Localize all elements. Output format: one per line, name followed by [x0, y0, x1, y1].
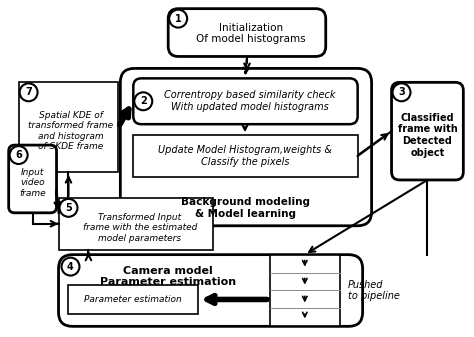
Circle shape	[62, 257, 80, 276]
FancyBboxPatch shape	[392, 82, 463, 180]
Text: 2: 2	[140, 96, 146, 106]
Circle shape	[134, 92, 152, 110]
Text: 5: 5	[65, 203, 72, 213]
Text: Camera model
Parameter estimation: Camera model Parameter estimation	[100, 266, 236, 287]
Text: Correntropy based similarity check
With updated model histograms: Correntropy based similarity check With …	[164, 90, 335, 112]
Circle shape	[392, 83, 410, 101]
Bar	[58, 198, 213, 250]
FancyBboxPatch shape	[168, 9, 326, 57]
Bar	[69, 284, 198, 314]
FancyBboxPatch shape	[9, 145, 56, 213]
Bar	[270, 255, 340, 326]
Bar	[18, 82, 118, 172]
Text: 1: 1	[175, 13, 182, 24]
FancyBboxPatch shape	[58, 255, 363, 326]
Text: Transformed Input
frame with the estimated
model parameters: Transformed Input frame with the estimat…	[82, 213, 197, 243]
Text: 7: 7	[25, 87, 32, 97]
Text: Parameter estimation: Parameter estimation	[84, 295, 182, 304]
Text: 3: 3	[398, 87, 405, 97]
Text: Initialization
Of model histograms: Initialization Of model histograms	[196, 23, 306, 44]
Text: Classified
frame with
Detected
object: Classified frame with Detected object	[398, 113, 457, 157]
Text: 4: 4	[67, 262, 74, 272]
Circle shape	[60, 199, 77, 217]
Text: Pushed
to pipeline: Pushed to pipeline	[347, 280, 400, 301]
Text: 6: 6	[15, 150, 22, 160]
Circle shape	[9, 146, 27, 164]
FancyBboxPatch shape	[133, 79, 358, 124]
Text: Update Model Histogram,weights &
Classify the pixels: Update Model Histogram,weights & Classif…	[158, 145, 332, 167]
FancyBboxPatch shape	[120, 68, 372, 226]
Text: Background modeling
& Model learning: Background modeling & Model learning	[182, 197, 310, 219]
Text: Spatial KDE of
transformed frame
and histogram
of SKDE frame: Spatial KDE of transformed frame and his…	[28, 111, 113, 151]
Circle shape	[19, 83, 37, 101]
Bar	[133, 135, 358, 177]
Text: Input
video
frame: Input video frame	[19, 168, 46, 198]
Circle shape	[169, 10, 187, 28]
